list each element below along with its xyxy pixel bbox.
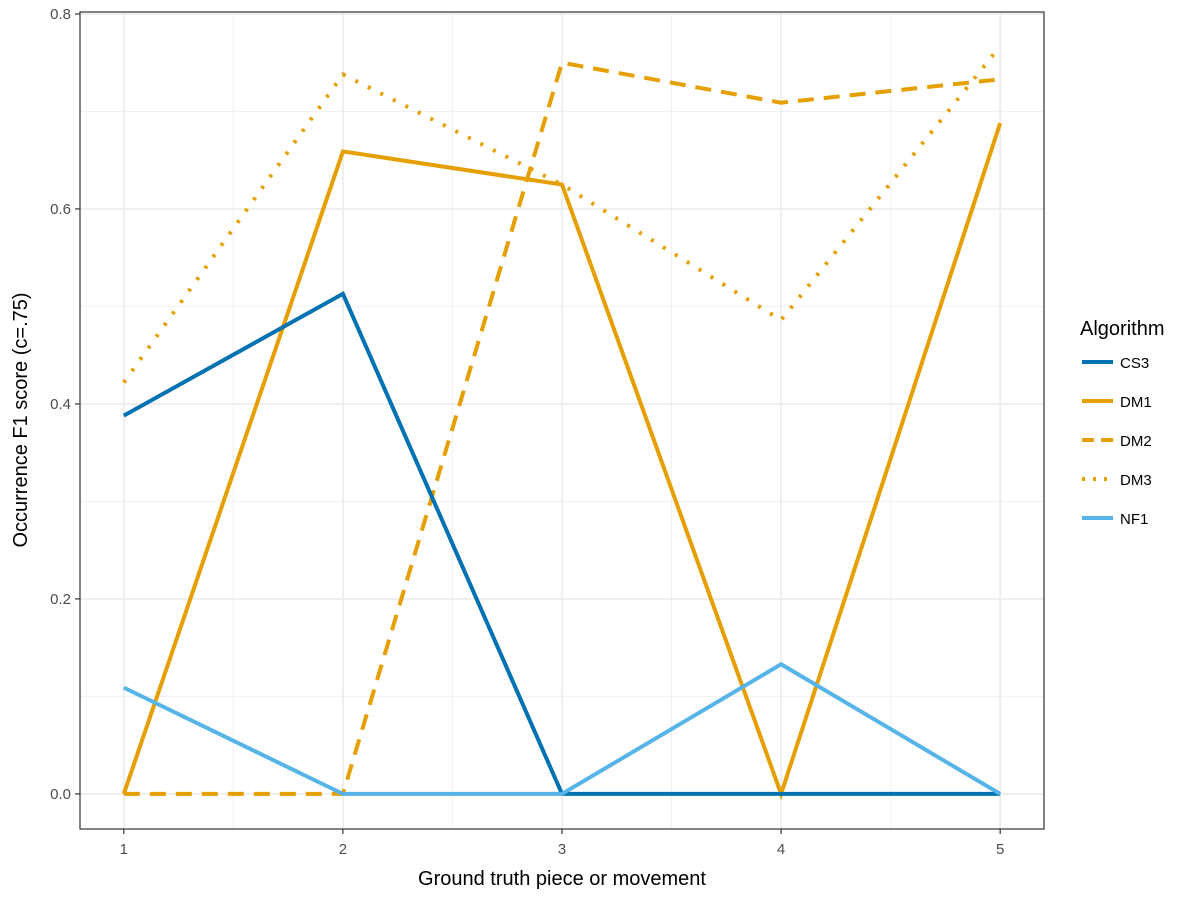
- legend-item-dm2: DM2: [1082, 433, 1152, 450]
- legend-title: Algorithm: [1080, 318, 1164, 340]
- x-tick-label: 2: [339, 841, 347, 858]
- series-line-dm2: [123, 60, 1001, 796]
- y-tick-label: 0.4: [50, 396, 71, 413]
- series-lines: [121, 44, 1003, 801]
- legend: Algorithm CS3 DM1 DM2 DM3 NF1: [1080, 318, 1164, 528]
- x-axis: 1 2 3 4 5: [120, 829, 1004, 858]
- y-tick-label: 0.2: [50, 591, 71, 608]
- x-axis-title: Ground truth piece or movement: [418, 868, 706, 890]
- legend-item-cs3: CS3: [1082, 355, 1149, 372]
- legend-label: DM1: [1120, 394, 1152, 411]
- legend-item-dm1: DM1: [1082, 394, 1152, 411]
- legend-label: NF1: [1120, 511, 1148, 528]
- x-tick-label: 4: [777, 841, 785, 858]
- x-tick-label: 5: [996, 841, 1004, 858]
- legend-item-nf1: NF1: [1082, 511, 1148, 528]
- legend-label: DM2: [1120, 433, 1152, 450]
- y-tick-label: 0.0: [50, 786, 71, 803]
- series-line-dm1: [121, 122, 1003, 801]
- legend-item-dm3: DM3: [1082, 472, 1152, 489]
- y-axis-title: Occurrence F1 score (c=.75): [10, 292, 32, 547]
- y-tick-label: 0.8: [50, 6, 71, 23]
- series-line-dm3: [122, 44, 1002, 384]
- legend-label: DM3: [1120, 472, 1152, 489]
- series-line-nf1: [122, 661, 1002, 796]
- y-tick-label: 0.6: [50, 201, 71, 218]
- x-tick-label: 1: [120, 841, 128, 858]
- y-axis: 0.0 0.2 0.4 0.6 0.8: [50, 6, 80, 803]
- legend-label: CS3: [1120, 355, 1149, 372]
- x-tick-label: 3: [558, 841, 566, 858]
